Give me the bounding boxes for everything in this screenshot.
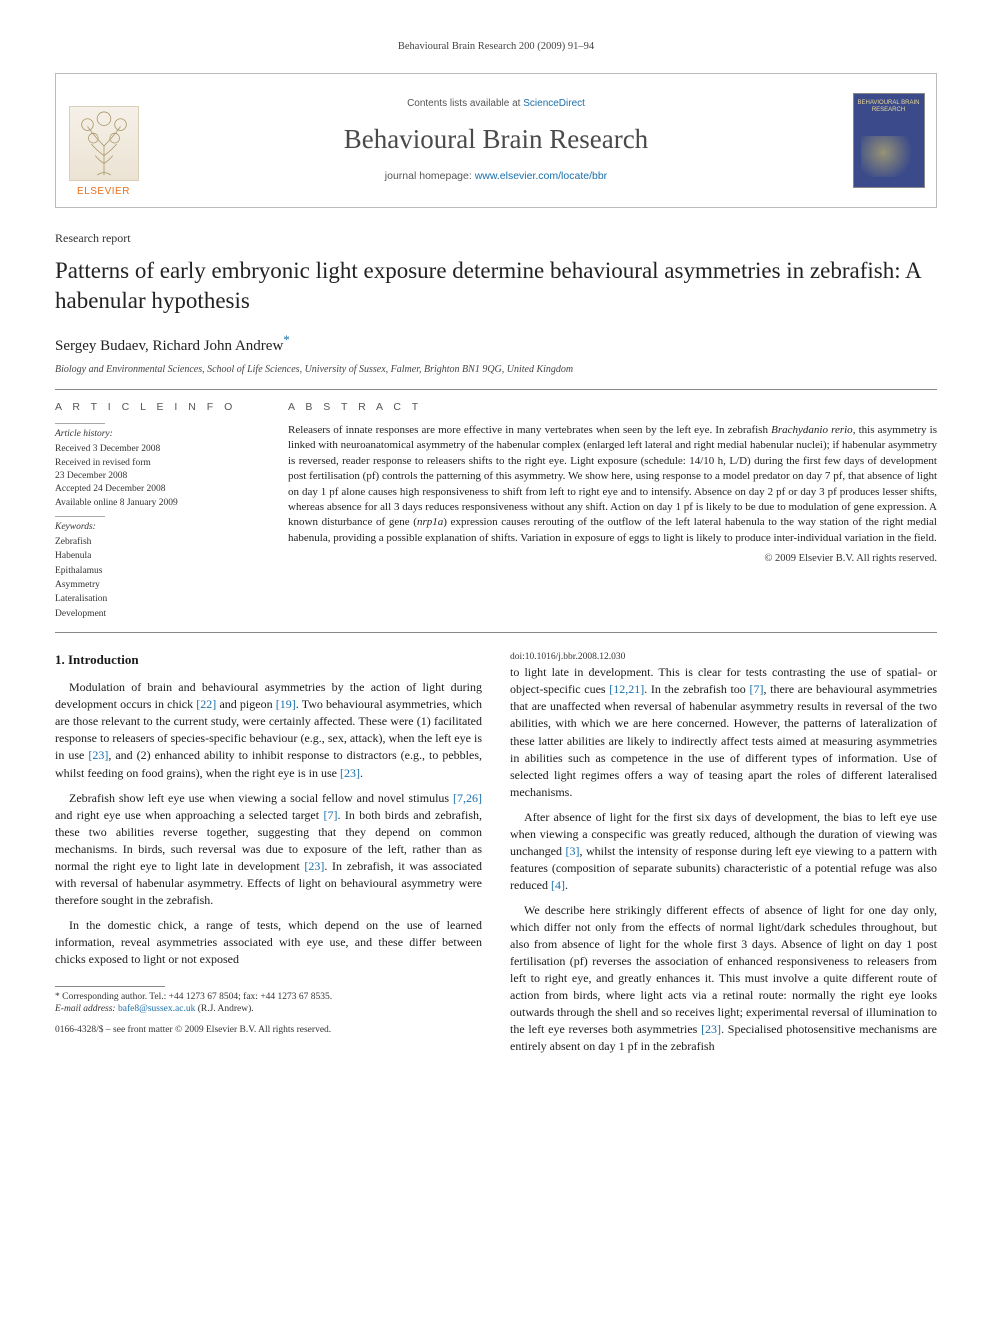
homepage-link[interactable]: www.elsevier.com/locate/bbr xyxy=(475,170,607,182)
cover-block: BEHAVIOURAL BRAIN RESEARCH xyxy=(841,74,936,207)
contents-prefix: Contents lists available at xyxy=(407,98,523,109)
copyright-line: © 2009 Elsevier B.V. All rights reserved… xyxy=(288,552,937,567)
keywords-list: Zebrafish Habenula Epithalamus Asymmetry… xyxy=(55,536,260,621)
keyword: Asymmetry xyxy=(55,579,260,592)
abstract-block: A B S T R A C T Releasers of innate resp… xyxy=(288,400,937,622)
journal-cover-icon: BEHAVIOURAL BRAIN RESEARCH xyxy=(853,93,925,188)
email-who: (R.J. Andrew). xyxy=(195,1004,253,1014)
body-paragraph: to light late in development. This is cl… xyxy=(510,664,937,800)
article-body: 1. Introduction Modulation of brain and … xyxy=(55,651,937,1055)
article-title: Patterns of early embryonic light exposu… xyxy=(55,256,937,315)
contents-available: Contents lists available at ScienceDirec… xyxy=(159,97,833,111)
revised-date-1: Received in revised form xyxy=(55,457,260,470)
abstract-heading: A B S T R A C T xyxy=(288,400,937,415)
divider xyxy=(55,632,937,633)
body-paragraph: Zebrafish show left eye use when viewing… xyxy=(55,790,482,909)
history-label: Article history: xyxy=(55,428,260,441)
keyword: Lateralisation xyxy=(55,593,260,606)
email-line: E-mail address: bafe8@sussex.ac.uk (R.J.… xyxy=(55,1003,482,1015)
email-link[interactable]: bafe8@sussex.ac.uk xyxy=(118,1004,195,1014)
issn-line: 0166-4328/$ – see front matter © 2009 El… xyxy=(55,1024,482,1037)
corr-author-line: * Corresponding author. Tel.: +44 1273 6… xyxy=(55,991,482,1003)
journal-title: Behavioural Brain Research xyxy=(159,121,833,159)
article-type: Research report xyxy=(55,230,937,247)
article-info-heading: A R T I C L E I N F O xyxy=(55,400,260,415)
publisher-block: ELSEVIER xyxy=(56,74,151,207)
keyword: Epithalamus xyxy=(55,565,260,578)
revised-date-2: 23 December 2008 xyxy=(55,470,260,483)
elsevier-tree-icon xyxy=(69,106,139,181)
keyword: Zebrafish xyxy=(55,536,260,549)
footnote-divider xyxy=(55,986,165,987)
accepted-date: Accepted 24 December 2008 xyxy=(55,483,260,496)
corresponding-footnote: * Corresponding author. Tel.: +44 1273 6… xyxy=(55,991,482,1016)
doi-line: doi:10.1016/j.bbr.2008.12.030 xyxy=(510,651,937,664)
publisher-name: ELSEVIER xyxy=(77,185,130,199)
body-paragraph: We describe here strikingly different ef… xyxy=(510,902,937,1055)
keywords-label: Keywords: xyxy=(55,521,260,534)
received-date: Received 3 December 2008 xyxy=(55,443,260,456)
sciencedirect-link[interactable]: ScienceDirect xyxy=(523,98,585,109)
keyword: Development xyxy=(55,608,260,621)
email-label: E-mail address: xyxy=(55,1004,118,1014)
journal-homepage: journal homepage: www.elsevier.com/locat… xyxy=(159,169,833,184)
online-date: Available online 8 January 2009 xyxy=(55,497,260,510)
author-names: Sergey Budaev, Richard John Andrew xyxy=(55,338,283,354)
author-list: Sergey Budaev, Richard John Andrew* xyxy=(55,331,937,357)
body-paragraph: Modulation of brain and behavioural asym… xyxy=(55,679,482,781)
corresponding-mark-icon: * xyxy=(283,332,290,347)
running-head: Behavioural Brain Research 200 (2009) 91… xyxy=(55,40,937,55)
body-paragraph: After absence of light for the first six… xyxy=(510,809,937,894)
section-heading-intro: 1. Introduction xyxy=(55,651,482,669)
body-paragraph: In the domestic chick, a range of tests,… xyxy=(55,917,482,968)
abstract-text: Releasers of innate responses are more e… xyxy=(288,423,937,546)
affiliation: Biology and Environmental Sciences, Scho… xyxy=(55,363,937,377)
keyword: Habenula xyxy=(55,550,260,563)
divider xyxy=(55,389,937,390)
journal-masthead: ELSEVIER Contents lists available at Sci… xyxy=(55,73,937,208)
article-info-block: A R T I C L E I N F O Article history: R… xyxy=(55,400,260,622)
homepage-prefix: journal homepage: xyxy=(385,170,475,182)
